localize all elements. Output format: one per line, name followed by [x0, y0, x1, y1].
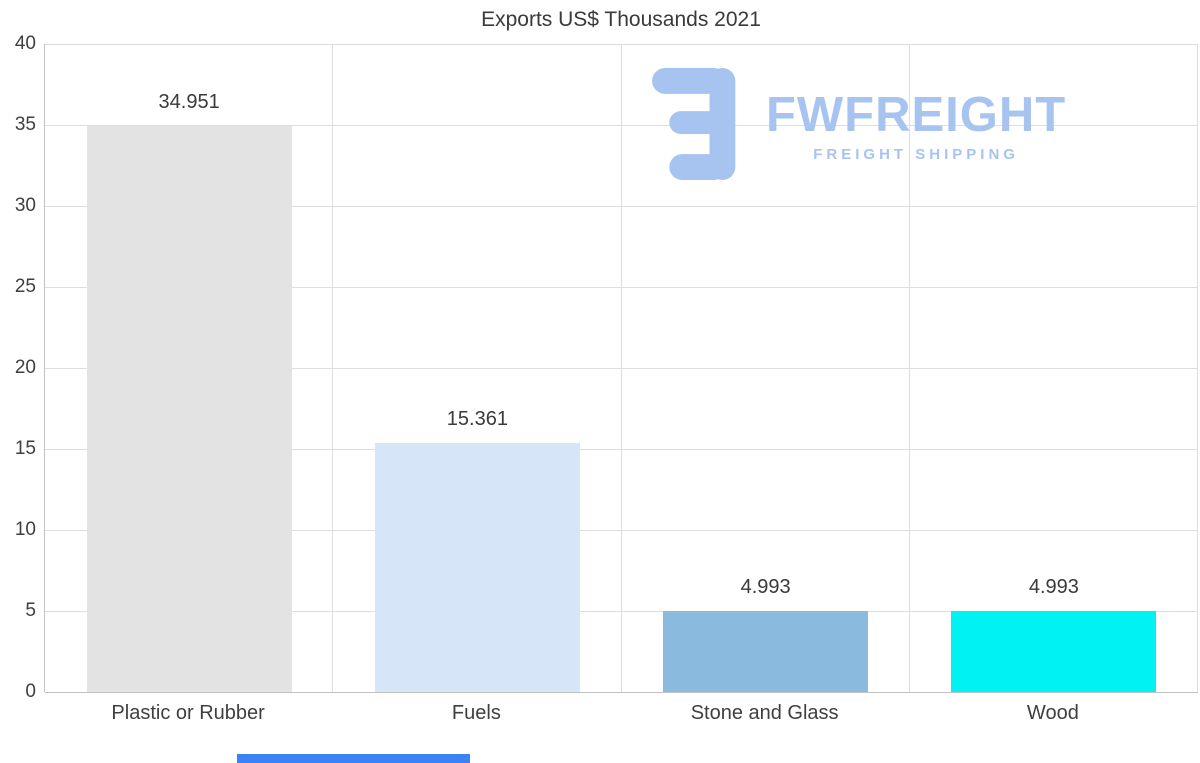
logo-tagline-text: FREIGHT SHIPPING	[813, 145, 1019, 163]
bar	[951, 611, 1157, 692]
gridline-vertical	[620, 44, 622, 692]
x-category-label: Wood	[1026, 702, 1079, 724]
logo-text-block: FWFREIGHT FREIGHT SHIPPING	[766, 88, 1067, 163]
bar-value-label: 34.951	[158, 90, 220, 113]
y-tick-label: 10	[14, 519, 36, 540]
gridline-vertical	[332, 44, 334, 692]
bar-value-label: 4.993	[1028, 576, 1079, 599]
bar-value-label: 4.993	[740, 576, 791, 599]
chart-title: Exports US$ Thousands 2021	[481, 8, 761, 31]
y-tick-label: 30	[14, 195, 36, 216]
gridline-horizontal	[45, 125, 1198, 126]
y-tick-label: 5	[25, 600, 36, 621]
x-category-label: Plastic or Rubber	[111, 702, 265, 724]
gridline-horizontal	[45, 449, 1198, 450]
fwfreight-logo: FWFREIGHT FREIGHT SHIPPING	[648, 68, 1066, 185]
gridline-horizontal	[45, 287, 1198, 288]
x-axis: Plastic or Rubber Fuels Stone and Glass Woo…	[44, 702, 1197, 732]
gridline-horizontal	[45, 692, 1198, 693]
y-tick-label: 35	[14, 114, 36, 135]
bar	[663, 611, 869, 692]
bar	[86, 125, 292, 692]
gridline-horizontal	[45, 611, 1198, 612]
fwfreight-logo-icon	[648, 68, 748, 185]
gridline-horizontal	[45, 206, 1198, 207]
x-category-label: Stone and Glass	[690, 702, 839, 724]
y-tick-label: 20	[14, 357, 36, 378]
plot-area: 34.951 15.361 4.993 4.993	[44, 44, 1198, 693]
y-tick-label: 15	[14, 438, 36, 459]
bottom-blue-strip	[237, 754, 470, 763]
gridline-horizontal	[45, 368, 1198, 369]
gridline-horizontal	[45, 44, 1198, 45]
bar-value-label: 15.361	[446, 408, 508, 431]
x-category-label: Fuels	[451, 702, 501, 724]
bar	[374, 443, 580, 692]
gridline-horizontal	[45, 530, 1198, 531]
logo-brand-text: FWFREIGHT	[766, 88, 1067, 143]
y-tick-label: 40	[14, 33, 36, 54]
y-axis: 0 5 10 15 20 25 30 35 40	[0, 33, 36, 702]
y-tick-label: 25	[14, 276, 36, 297]
gridline-vertical	[908, 44, 910, 692]
gridline-vertical	[1197, 44, 1198, 692]
y-tick-label: 0	[25, 681, 36, 702]
